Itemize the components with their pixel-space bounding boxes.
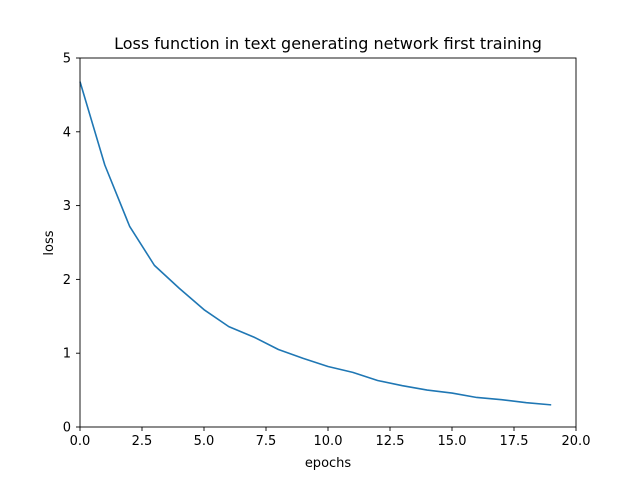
y-tick-label: 5	[63, 52, 71, 67]
x-tick-label: 12.5	[376, 434, 405, 449]
plot-area	[79, 57, 577, 428]
x-tick-label: 0.0	[70, 434, 91, 449]
axes-frame	[79, 57, 577, 428]
chart-title: Loss function in text generating network…	[114, 34, 542, 53]
y-axis-ticks: 0 1 2 3 4 5	[63, 52, 80, 436]
x-axis-label: epochs	[305, 456, 352, 471]
y-tick-label: 0	[63, 421, 71, 436]
x-tick-label: 15.0	[438, 434, 467, 449]
x-tick-label: 2.5	[132, 434, 153, 449]
x-tick-label: 5.0	[194, 434, 215, 449]
x-axis-ticks: 0.0 2.5 5.0 7.5 10.0 12.5 15.0 17.5 20.0	[70, 427, 591, 449]
x-tick-label: 17.5	[500, 434, 529, 449]
y-tick-label: 4	[63, 125, 71, 140]
x-tick-label: 10.0	[314, 434, 343, 449]
x-tick-label: 7.5	[256, 434, 277, 449]
x-tick-label: 20.0	[562, 434, 591, 449]
y-axis-label: loss	[42, 230, 57, 255]
y-tick-label: 1	[63, 347, 71, 362]
y-tick-label: 2	[63, 273, 71, 288]
y-tick-label: 3	[63, 199, 71, 214]
loss-series-line	[79, 81, 552, 406]
